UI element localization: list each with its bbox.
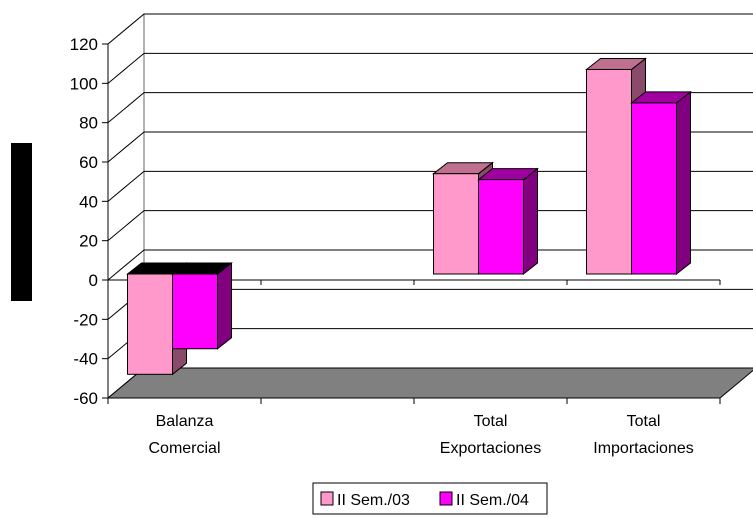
category-label: Importaciones bbox=[593, 440, 694, 457]
y-tick-label: 0 bbox=[89, 271, 98, 290]
bar-side bbox=[217, 261, 232, 350]
legend-swatch bbox=[320, 491, 334, 506]
gridline bbox=[107, 210, 753, 242]
bars bbox=[126, 57, 692, 376]
floor bbox=[106, 367, 753, 399]
bar-side bbox=[676, 90, 691, 276]
y-axis-tick-labels: 120 100 80 60 40 20 0 -20 -40 -60 bbox=[70, 35, 98, 408]
category-label: Total bbox=[627, 413, 661, 430]
category-label: Comercial bbox=[148, 440, 220, 457]
gridline bbox=[107, 170, 753, 202]
bar-front bbox=[433, 173, 479, 275]
y-tick-label: 40 bbox=[79, 192, 98, 211]
gridlines bbox=[102, 13, 753, 404]
legend-swatch bbox=[439, 491, 453, 506]
legend-label: II Sem./03 bbox=[337, 492, 410, 509]
y-tick-label: -40 bbox=[73, 350, 98, 369]
category-label: Exportaciones bbox=[440, 440, 541, 457]
gridline bbox=[107, 52, 753, 84]
bar-front bbox=[586, 68, 632, 275]
bar-front bbox=[631, 102, 677, 275]
category-label: Balanza bbox=[156, 413, 214, 430]
bar bbox=[171, 261, 233, 350]
y-tick-label: 100 bbox=[70, 74, 98, 93]
y-tick-label: 20 bbox=[79, 232, 98, 251]
y-tick-label: 80 bbox=[79, 114, 98, 133]
bar-front bbox=[127, 273, 173, 375]
legend-box bbox=[312, 482, 548, 515]
gridline bbox=[107, 13, 753, 45]
bar bbox=[630, 90, 692, 276]
x-axis-category-labels: Balanza Comercial Total Exportaciones Total I… bbox=[148, 413, 693, 457]
y-tick-label: 120 bbox=[70, 35, 98, 54]
bar-side bbox=[523, 167, 538, 276]
legend: II Sem./03 II Sem./04 bbox=[312, 482, 548, 515]
gridline bbox=[107, 131, 753, 163]
legend-label: II Sem./04 bbox=[456, 492, 529, 509]
bar bbox=[477, 167, 539, 276]
y-tick-label: 60 bbox=[79, 153, 98, 172]
gridline bbox=[107, 249, 753, 281]
bar-front bbox=[478, 179, 524, 275]
y-tick-label: -60 bbox=[73, 389, 98, 408]
y-tick-label: -20 bbox=[73, 310, 98, 329]
gridline bbox=[107, 92, 753, 124]
category-label: Total bbox=[474, 413, 508, 430]
left-black-bar bbox=[11, 143, 32, 301]
bar-front bbox=[172, 273, 218, 350]
